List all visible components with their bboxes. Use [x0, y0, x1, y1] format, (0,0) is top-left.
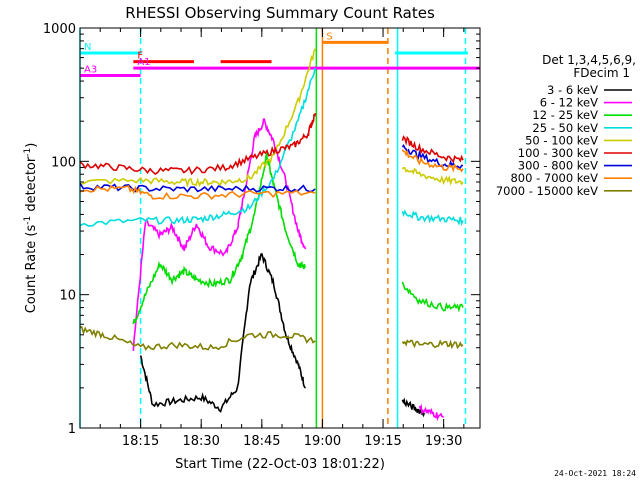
- series-line-late-50-100-kev: [401, 166, 464, 186]
- legend-label-100-300-kev: 100 - 300 keV: [518, 146, 598, 160]
- series-line-7000-15000-kev: [79, 325, 316, 351]
- series-line-50-100-kev: [79, 48, 316, 188]
- chart-title: RHESSI Observing Summary Count Rates: [125, 4, 435, 22]
- series-line-late-7000-15000-kev: [401, 339, 464, 350]
- y-axis-label-superscript-2: -1: [23, 148, 33, 157]
- x-axis: 18:15 18:30 18:45 19:00 19:15 19:30: [79, 28, 465, 449]
- series-line-12-25-kev: [132, 152, 307, 325]
- legend-label-50-100-kev: 50 - 100 keV: [525, 133, 598, 147]
- series-line-800-7000-kev: [79, 184, 316, 200]
- y-tick-label-1000: 1000: [43, 22, 76, 37]
- series-line-100-300-kev: [79, 112, 316, 176]
- x-tick-label-18-30: 18:30: [182, 434, 219, 449]
- x-tick-label-19-00: 19:00: [304, 434, 341, 449]
- legend-label-300-800-kev: 300 - 800 keV: [518, 159, 598, 173]
- y-axis-label-main: Count Rate (s: [24, 225, 39, 314]
- series-line-late-100-300-kev: [401, 135, 464, 164]
- x-tick-label-18-45: 18:45: [243, 434, 280, 449]
- series-line-late-6-12-kev: [418, 403, 445, 422]
- y-axis-label-superscript: -1: [23, 216, 33, 225]
- series-line-late-12-25-kev: [401, 281, 464, 313]
- plot-area: N FA1 A3 S: [79, 28, 480, 428]
- y-axis-label: Count Rate (s-1 detector-1): [23, 143, 39, 314]
- flag-label-f: F: [137, 51, 143, 62]
- legend-label-800-7000-kev: 800 - 7000 keV: [510, 171, 598, 185]
- series-line-late-300-800-kev: [401, 144, 463, 169]
- flag-label-n: N: [84, 42, 91, 53]
- legend-label-7000-15000-kev: 7000 - 15000 keV: [496, 184, 598, 198]
- x-tick-label-19-30: 19:30: [425, 434, 462, 449]
- legend-label-25-50-kev: 25 - 50 keV: [532, 121, 598, 135]
- plot-frame: [79, 27, 481, 429]
- x-tick-label-19-15: 19:15: [364, 434, 401, 449]
- series-line-3-6-kev: [139, 252, 306, 413]
- legend-label-3-6-kev: 3 - 6 keV: [547, 83, 598, 97]
- x-axis-label: Start Time (22-Oct-03 18:01:22): [175, 457, 385, 472]
- series-line-late-800-7000-kev: [401, 149, 464, 173]
- series-line-25-50-kev: [79, 67, 316, 228]
- y-axis: 1 10 100 1000: [43, 22, 480, 437]
- footer-date: 24-Oct-2021 18:24: [554, 469, 636, 478]
- y-tick-label-10: 10: [59, 289, 76, 304]
- series-line-300-800-kev: [79, 182, 316, 193]
- flag-label-a1: A1: [137, 57, 150, 68]
- flag-label-s: S: [326, 31, 332, 42]
- y-tick-label-1: 1: [68, 422, 76, 437]
- y-axis-label-close: ): [24, 143, 39, 148]
- legend-label-6-12-kev: 6 - 12 keV: [540, 96, 598, 110]
- flag-label-a3: A3: [84, 65, 97, 76]
- legend-header-line-1: Det 1,3,4,5,6,9,: [542, 53, 636, 67]
- x-tick-label-18-15: 18:15: [122, 434, 159, 449]
- series-line-late-25-50-kev: [401, 209, 464, 227]
- legend-label-12-25-kev: 12 - 25 keV: [532, 108, 598, 122]
- y-axis-label-rest: detector: [24, 156, 39, 216]
- y-tick-label-100: 100: [51, 155, 76, 170]
- legend-header-line-2: FDecim 1: [573, 66, 630, 80]
